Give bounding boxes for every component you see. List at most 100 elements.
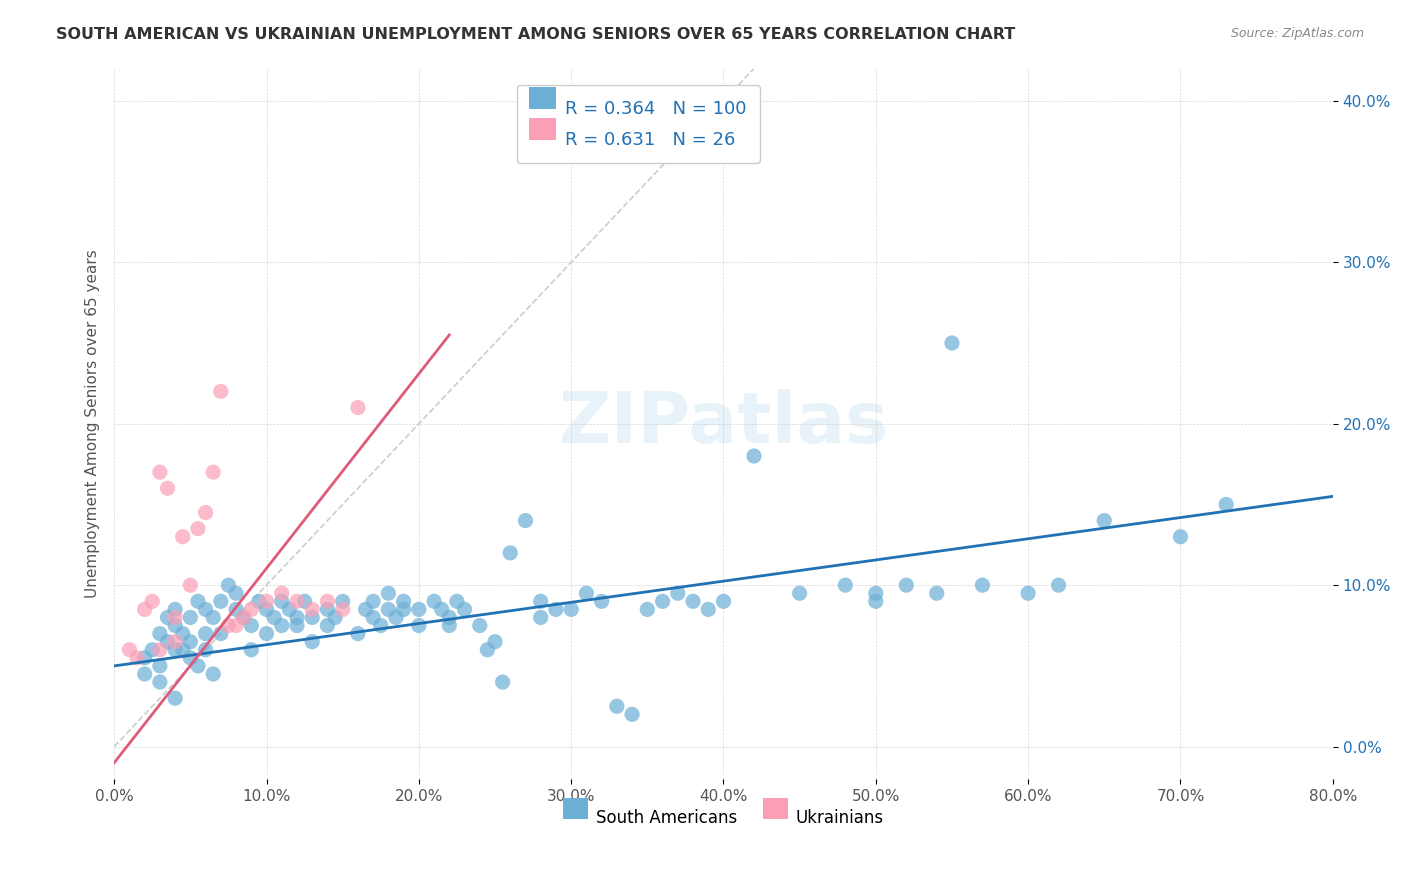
Point: [156, 634, 179, 648]
Point: [651, 594, 673, 608]
Point: [530, 610, 553, 624]
Point: [194, 506, 217, 520]
Point: [247, 594, 270, 608]
Legend: South Americans, Ukrainians: South Americans, Ukrainians: [557, 801, 890, 835]
Point: [156, 481, 179, 495]
Point: [149, 659, 172, 673]
Point: [179, 610, 201, 624]
Point: [316, 594, 339, 608]
Point: [209, 626, 232, 640]
Point: [256, 594, 278, 608]
Point: [370, 618, 392, 632]
Point: [925, 586, 948, 600]
Point: [240, 642, 263, 657]
Point: [225, 586, 247, 600]
Point: [636, 602, 658, 616]
Point: [591, 594, 613, 608]
Point: [194, 626, 217, 640]
Point: [134, 650, 156, 665]
Point: [491, 675, 513, 690]
Point: [834, 578, 856, 592]
Point: [194, 602, 217, 616]
Point: [278, 602, 301, 616]
Point: [172, 642, 194, 657]
Point: [125, 650, 148, 665]
Point: [179, 634, 201, 648]
Point: [240, 618, 263, 632]
Point: [263, 610, 285, 624]
Point: [217, 578, 239, 592]
Point: [430, 602, 453, 616]
Point: [301, 634, 323, 648]
Point: [134, 602, 156, 616]
Point: [742, 449, 765, 463]
Point: [194, 642, 217, 657]
Text: ZIPatlas: ZIPatlas: [558, 389, 889, 458]
Point: [285, 594, 308, 608]
Point: [941, 336, 963, 351]
Point: [515, 514, 537, 528]
Point: [1017, 586, 1039, 600]
Point: [385, 610, 408, 624]
Point: [165, 602, 187, 616]
Point: [354, 602, 377, 616]
Point: [165, 634, 187, 648]
Point: [347, 626, 370, 640]
Point: [232, 610, 254, 624]
Point: [172, 626, 194, 640]
Point: [165, 642, 187, 657]
Point: [202, 465, 225, 479]
Point: [165, 618, 187, 632]
Point: [408, 618, 430, 632]
Point: [225, 618, 247, 632]
Point: [202, 610, 225, 624]
Point: [439, 610, 461, 624]
Point: [530, 594, 553, 608]
Point: [544, 602, 567, 616]
Point: [453, 602, 475, 616]
Point: [285, 610, 308, 624]
Point: [621, 707, 644, 722]
Point: [179, 650, 201, 665]
Point: [896, 578, 918, 592]
Point: [377, 602, 399, 616]
Point: [118, 642, 141, 657]
Point: [423, 594, 446, 608]
Point: [165, 610, 187, 624]
Point: [256, 626, 278, 640]
Point: [575, 586, 598, 600]
Point: [1170, 530, 1192, 544]
Point: [468, 618, 491, 632]
Point: [347, 401, 370, 415]
Point: [187, 522, 209, 536]
Y-axis label: Unemployment Among Seniors over 65 years: Unemployment Among Seniors over 65 years: [86, 250, 100, 599]
Point: [499, 546, 522, 560]
Point: [316, 618, 339, 632]
Point: [141, 594, 163, 608]
Point: [187, 659, 209, 673]
Point: [560, 602, 582, 616]
Point: [172, 530, 194, 544]
Point: [301, 602, 323, 616]
Point: [256, 602, 278, 616]
Point: [865, 594, 887, 608]
Point: [323, 610, 346, 624]
Point: [392, 594, 415, 608]
Text: Source: ZipAtlas.com: Source: ZipAtlas.com: [1230, 27, 1364, 40]
Point: [209, 594, 232, 608]
Point: [477, 642, 499, 657]
Point: [713, 594, 735, 608]
Point: [972, 578, 994, 592]
Point: [606, 699, 628, 714]
Point: [285, 618, 308, 632]
Point: [217, 618, 239, 632]
Point: [316, 602, 339, 616]
Point: [187, 594, 209, 608]
Text: SOUTH AMERICAN VS UKRAINIAN UNEMPLOYMENT AMONG SENIORS OVER 65 YEARS CORRELATION: SOUTH AMERICAN VS UKRAINIAN UNEMPLOYMENT…: [56, 27, 1015, 42]
Point: [209, 384, 232, 399]
Point: [156, 610, 179, 624]
Point: [1215, 498, 1237, 512]
Point: [361, 594, 384, 608]
Point: [240, 602, 263, 616]
Point: [149, 465, 172, 479]
